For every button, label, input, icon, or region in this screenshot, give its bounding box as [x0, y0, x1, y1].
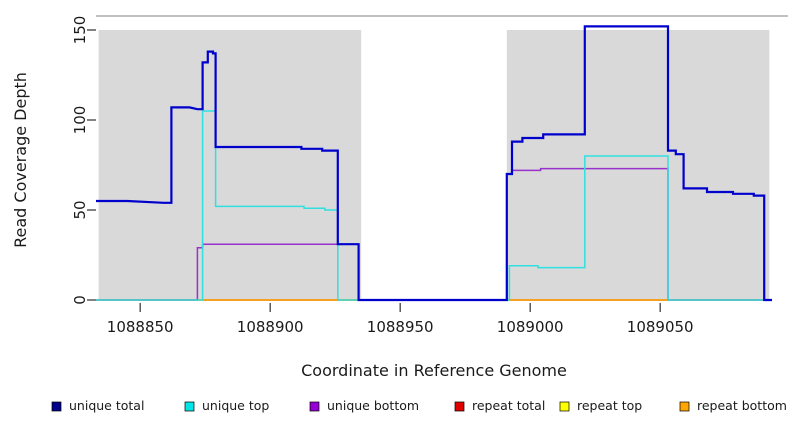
- axis-tick-labels: 0 50 100 150 1088850 1088900 1088950 1089000 108…: [71, 16, 694, 336]
- legend-label-repeat-bottom: repeat bottom: [697, 398, 787, 413]
- axis-ticks-group: [87, 29, 661, 312]
- series-line-unique-total: [96, 25, 772, 302]
- shaded-regions: [98, 30, 770, 300]
- x-tick-label-1: 1088900: [237, 318, 304, 336]
- legend-swatch-unique-total: [51, 401, 62, 412]
- legend-swatch-repeat-top: [559, 401, 570, 412]
- y-tick-label-1: 50: [71, 200, 89, 219]
- shaded-region-1: [506, 30, 770, 300]
- y-tick-label-3: 150: [71, 16, 89, 45]
- x-tick-label-2: 1088950: [367, 318, 434, 336]
- x-axis-title: Coordinate in Reference Genome: [301, 361, 567, 380]
- y-tick-label-0: 0: [71, 295, 89, 305]
- shaded-region-0: [98, 30, 362, 300]
- y-axis-title: Read Coverage Depth: [11, 72, 30, 248]
- x-tick-label-3: 1089000: [497, 318, 564, 336]
- legend-swatch-unique-bottom: [309, 401, 320, 412]
- legend-group: unique total unique top unique bottom repea…: [51, 398, 787, 413]
- legend-label-repeat-top: repeat top: [577, 398, 642, 413]
- legend-swatch-unique-top: [184, 401, 195, 412]
- x-tick-label-4: 1089050: [627, 318, 694, 336]
- legend-label-unique-top: unique top: [202, 398, 269, 413]
- y-tick-label-2: 100: [71, 106, 89, 135]
- x-tick-label-0: 1088850: [107, 318, 174, 336]
- legend-swatch-repeat-bottom: [679, 401, 690, 412]
- data-series-group: [96, 25, 772, 302]
- legend-label-repeat-total: repeat total: [472, 398, 545, 413]
- legend-label-unique-total: unique total: [69, 398, 144, 413]
- legend-label-unique-bottom: unique bottom: [327, 398, 419, 413]
- legend-swatch-repeat-total: [454, 401, 465, 412]
